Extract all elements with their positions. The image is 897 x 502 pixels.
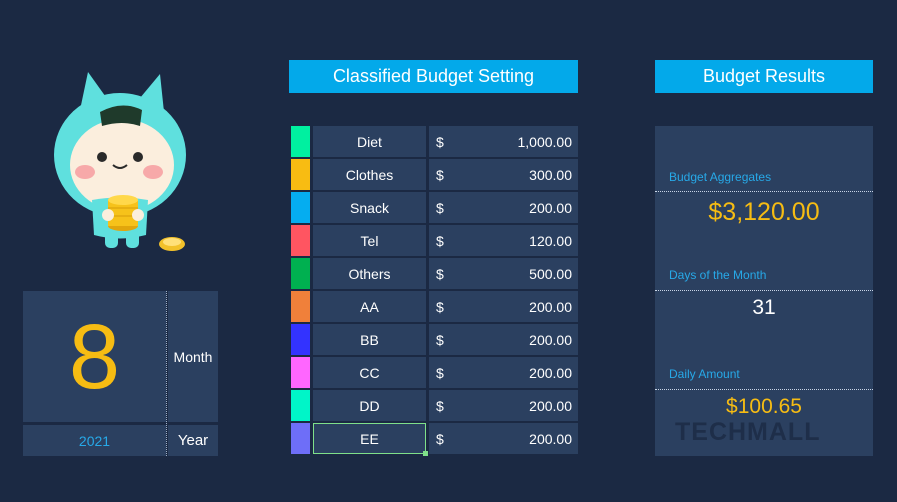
category-name-cell[interactable]: BB	[313, 324, 426, 355]
budget-row: Others $500.00	[291, 258, 578, 289]
currency-symbol: $	[436, 398, 444, 414]
category-color-swatch	[291, 390, 310, 421]
category-amount-cell[interactable]: $200.00	[429, 291, 578, 322]
category-name-cell[interactable]: DD	[313, 390, 426, 421]
category-amount-cell[interactable]: $300.00	[429, 159, 578, 190]
currency-symbol: $	[436, 332, 444, 348]
category-name-cell[interactable]: Tel	[313, 225, 426, 256]
category-amount: 200.00	[529, 365, 572, 381]
mascot-illustration	[54, 72, 186, 251]
category-name: BB	[360, 331, 379, 348]
date-panel-divider	[166, 291, 167, 456]
techmall-watermark: TECHMALL	[675, 418, 821, 446]
budget-setting-title: Classified Budget Setting	[332, 66, 535, 86]
budget-aggregates-value[interactable]: $3,120.00	[708, 198, 820, 226]
days-of-month-value[interactable]: 31	[752, 296, 776, 319]
aggregates-divider	[655, 191, 873, 192]
budget-aggregates-label: Budget Aggregates	[669, 170, 772, 184]
budget-row: AA $200.00	[291, 291, 578, 322]
category-name: AA	[360, 298, 379, 315]
category-color-swatch	[291, 225, 310, 256]
budget-results-title: Budget Results	[702, 66, 826, 86]
budget-row: DD $200.00	[291, 390, 578, 421]
category-color-swatch	[291, 192, 310, 223]
currency-symbol: $	[436, 266, 444, 282]
daily-amount-value[interactable]: $100.65	[726, 395, 802, 418]
category-amount-cell[interactable]: $200.00	[429, 192, 578, 223]
category-color-swatch	[291, 291, 310, 322]
month-value-cell[interactable]: 8	[23, 291, 166, 422]
days-divider	[655, 290, 873, 291]
days-of-month-label: Days of the Month	[669, 268, 767, 282]
category-name: Clothes	[345, 166, 394, 183]
category-amount: 1,000.00	[517, 134, 573, 150]
year-label: Year	[177, 432, 209, 449]
category-amount-cell[interactable]: $120.00	[429, 225, 578, 256]
category-name-cell[interactable]: Snack	[313, 192, 426, 223]
budget-row: Diet $1,000.00	[291, 126, 578, 157]
category-amount-cell[interactable]: $200.00	[429, 324, 578, 355]
category-name: CC	[359, 364, 380, 381]
category-amount: 200.00	[529, 332, 572, 348]
year-value-cell[interactable]: 2021	[23, 425, 166, 456]
month-label-cell: Month	[168, 291, 218, 422]
category-color-swatch	[291, 423, 310, 454]
currency-symbol: $	[436, 167, 444, 183]
category-name-cell[interactable]: AA	[313, 291, 426, 322]
category-amount-cell[interactable]: $200.00	[429, 390, 578, 421]
category-name-cell[interactable]: Others	[313, 258, 426, 289]
currency-symbol: $	[436, 233, 444, 249]
category-name: Others	[348, 265, 391, 282]
currency-symbol: $	[436, 134, 444, 150]
category-color-swatch	[291, 258, 310, 289]
category-color-swatch	[291, 357, 310, 388]
category-amount: 200.00	[529, 431, 572, 447]
category-amount: 200.00	[529, 398, 572, 414]
category-amount: 200.00	[529, 200, 572, 216]
budget-row: CC $200.00	[291, 357, 578, 388]
budget-setting-header: Classified Budget Setting	[289, 60, 578, 93]
category-amount: 300.00	[529, 167, 572, 183]
budget-row: Snack $200.00	[291, 192, 578, 223]
budget-row: EE $200.00	[291, 423, 578, 456]
budget-results-header: Budget Results	[655, 60, 873, 93]
month-label: Month	[173, 348, 213, 365]
budget-row: BB $200.00	[291, 324, 578, 355]
year-value: 2021	[78, 432, 111, 449]
category-name-cell[interactable]: Clothes	[313, 159, 426, 190]
category-amount: 200.00	[529, 299, 572, 315]
category-name-cell[interactable]: EE	[313, 423, 426, 454]
category-name: Snack	[350, 199, 389, 216]
category-name: Diet	[357, 133, 382, 150]
budget-row: Tel $120.00	[291, 225, 578, 256]
budget-row: Clothes $300.00	[291, 159, 578, 190]
category-name: Tel	[360, 232, 379, 249]
category-color-swatch	[291, 126, 310, 157]
category-amount-cell[interactable]: $200.00	[429, 357, 578, 388]
category-amount-cell[interactable]: $200.00	[429, 423, 578, 454]
year-label-cell: Year	[168, 425, 218, 456]
selection-fill-handle[interactable]	[423, 451, 428, 456]
category-name-cell[interactable]: CC	[313, 357, 426, 388]
daily-amount-label: Daily Amount	[669, 367, 740, 381]
category-color-swatch	[291, 324, 310, 355]
category-amount-cell[interactable]: $1,000.00	[429, 126, 578, 157]
category-amount-cell[interactable]: $500.00	[429, 258, 578, 289]
currency-symbol: $	[436, 431, 444, 447]
daily-divider	[655, 389, 873, 390]
currency-symbol: $	[436, 365, 444, 381]
category-name: DD	[359, 397, 380, 414]
currency-symbol: $	[436, 200, 444, 216]
currency-symbol: $	[436, 299, 444, 315]
budget-results-panel: Budget Aggregates $3,120.00 Days of the …	[655, 126, 873, 456]
category-amount: 120.00	[529, 233, 572, 249]
category-name-cell[interactable]: Diet	[313, 126, 426, 157]
month-number: 8	[68, 305, 121, 408]
category-amount: 500.00	[529, 266, 572, 282]
category-name: EE	[360, 430, 379, 447]
category-color-swatch	[291, 159, 310, 190]
